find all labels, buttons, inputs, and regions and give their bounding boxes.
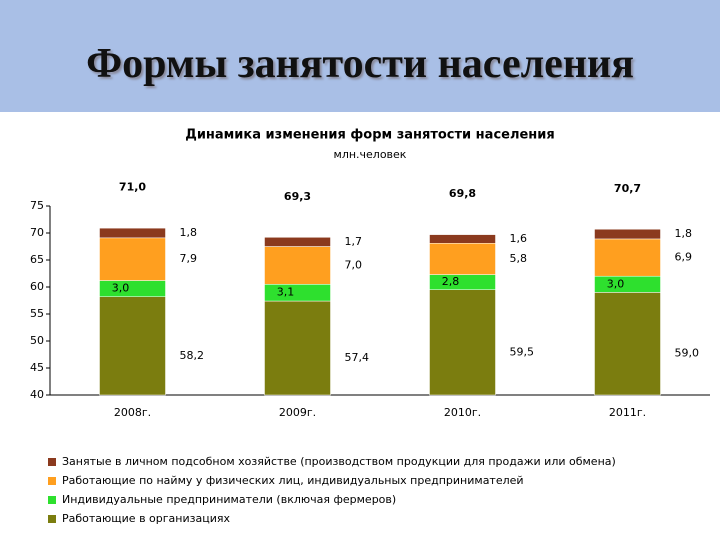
legend-swatch: [48, 477, 56, 485]
data-label: 2,8: [442, 275, 460, 288]
total-label: 71,0: [119, 181, 146, 194]
slide-title: Формы занятости населения: [86, 41, 634, 87]
bar-segment: [264, 246, 331, 285]
y-tick-label: 65: [30, 253, 44, 266]
data-label: 59,0: [675, 347, 700, 360]
legend-swatch: [48, 515, 56, 523]
bar-segment: [594, 292, 661, 396]
title-band: [0, 0, 720, 112]
bar-segment: [264, 284, 331, 302]
y-tick-label: 60: [30, 280, 44, 293]
data-label: 1,8: [675, 227, 693, 240]
data-label: 5,8: [510, 252, 528, 265]
y-tick-label: 70: [30, 226, 44, 239]
data-label: 3,1: [277, 286, 295, 299]
x-tick-label: 2009г.: [279, 406, 316, 419]
data-label: 57,4: [345, 351, 370, 364]
bar-segment: [594, 238, 661, 277]
y-tick-label: 75: [30, 199, 44, 212]
x-tick-label: 2008г.: [114, 406, 151, 419]
x-tick-label: 2010г.: [444, 406, 481, 419]
bar-segment: [429, 243, 496, 275]
bar-segment: [99, 237, 166, 281]
chart-subtitle: млн.человек: [334, 148, 407, 161]
bar-segment: [429, 274, 496, 290]
bar-segment: [594, 228, 661, 240]
y-tick-label: 50: [30, 334, 44, 347]
data-label: 58,2: [180, 349, 205, 362]
total-label: 69,8: [449, 187, 476, 200]
bar-segment: [594, 275, 661, 293]
data-label: 6,9: [675, 251, 693, 264]
chart-title: Динамика изменения форм занятости населе…: [185, 128, 555, 143]
bar-segment: [99, 227, 166, 239]
legend-swatch: [48, 458, 56, 466]
y-tick-label: 40: [30, 388, 44, 401]
bar-segment: [99, 280, 166, 297]
x-tick-label: 2011г.: [609, 406, 646, 419]
legend-swatch: [48, 496, 56, 504]
y-tick-label: 45: [30, 361, 44, 374]
total-label: 70,7: [614, 182, 641, 195]
legend-label: Занятые в личном подсобном хозяйстве (пр…: [62, 455, 616, 468]
data-label: 59,5: [510, 345, 535, 358]
data-label: 1,6: [510, 232, 528, 245]
data-label: 7,0: [345, 258, 363, 271]
data-label: 3,0: [607, 277, 625, 290]
bar-segment: [264, 237, 331, 247]
y-tick-label: 55: [30, 307, 44, 320]
data-label: 1,8: [180, 226, 198, 239]
bar-segment: [99, 296, 166, 396]
data-label: 7,9: [180, 252, 198, 265]
bar-segment: [429, 289, 496, 396]
bar-segment: [429, 234, 496, 244]
total-label: 69,3: [284, 190, 311, 203]
data-label: 3,0: [112, 282, 130, 295]
legend-label: Индивидуальные предприниматели (включая …: [62, 493, 396, 506]
bar-segment: [264, 300, 331, 396]
data-label: 1,7: [345, 235, 363, 248]
legend-label: Работающие по найму у физических лиц, ин…: [62, 474, 524, 487]
legend-label: Работающие в организациях: [62, 512, 230, 525]
